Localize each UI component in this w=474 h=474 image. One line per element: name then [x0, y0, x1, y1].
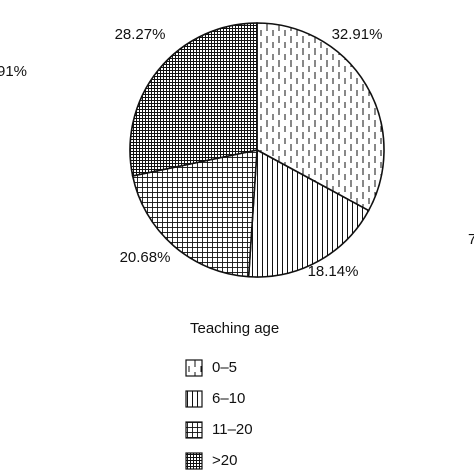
data-label: 28.27% — [115, 26, 166, 43]
legend-swatch — [185, 390, 203, 408]
pie-slice — [247, 148, 370, 278]
legend-label: 6–10 — [212, 390, 245, 407]
legend-label: 11–20 — [212, 421, 253, 438]
pie-slice — [256, 22, 385, 212]
data-label: 18.14% — [308, 263, 359, 280]
legend-swatch — [185, 452, 203, 470]
legend-label: >20 — [212, 452, 237, 469]
pie-slice — [129, 22, 258, 177]
annotation: 91% — [0, 63, 27, 80]
data-label: 20.68% — [120, 249, 171, 266]
annotation: 7 — [468, 231, 474, 248]
pie-slice — [131, 149, 258, 278]
legend-title: Teaching age — [190, 320, 279, 337]
legend-swatch — [185, 359, 203, 377]
legend-swatch — [185, 421, 203, 439]
legend-label: 0–5 — [212, 359, 237, 376]
data-label: 32.91% — [332, 26, 383, 43]
